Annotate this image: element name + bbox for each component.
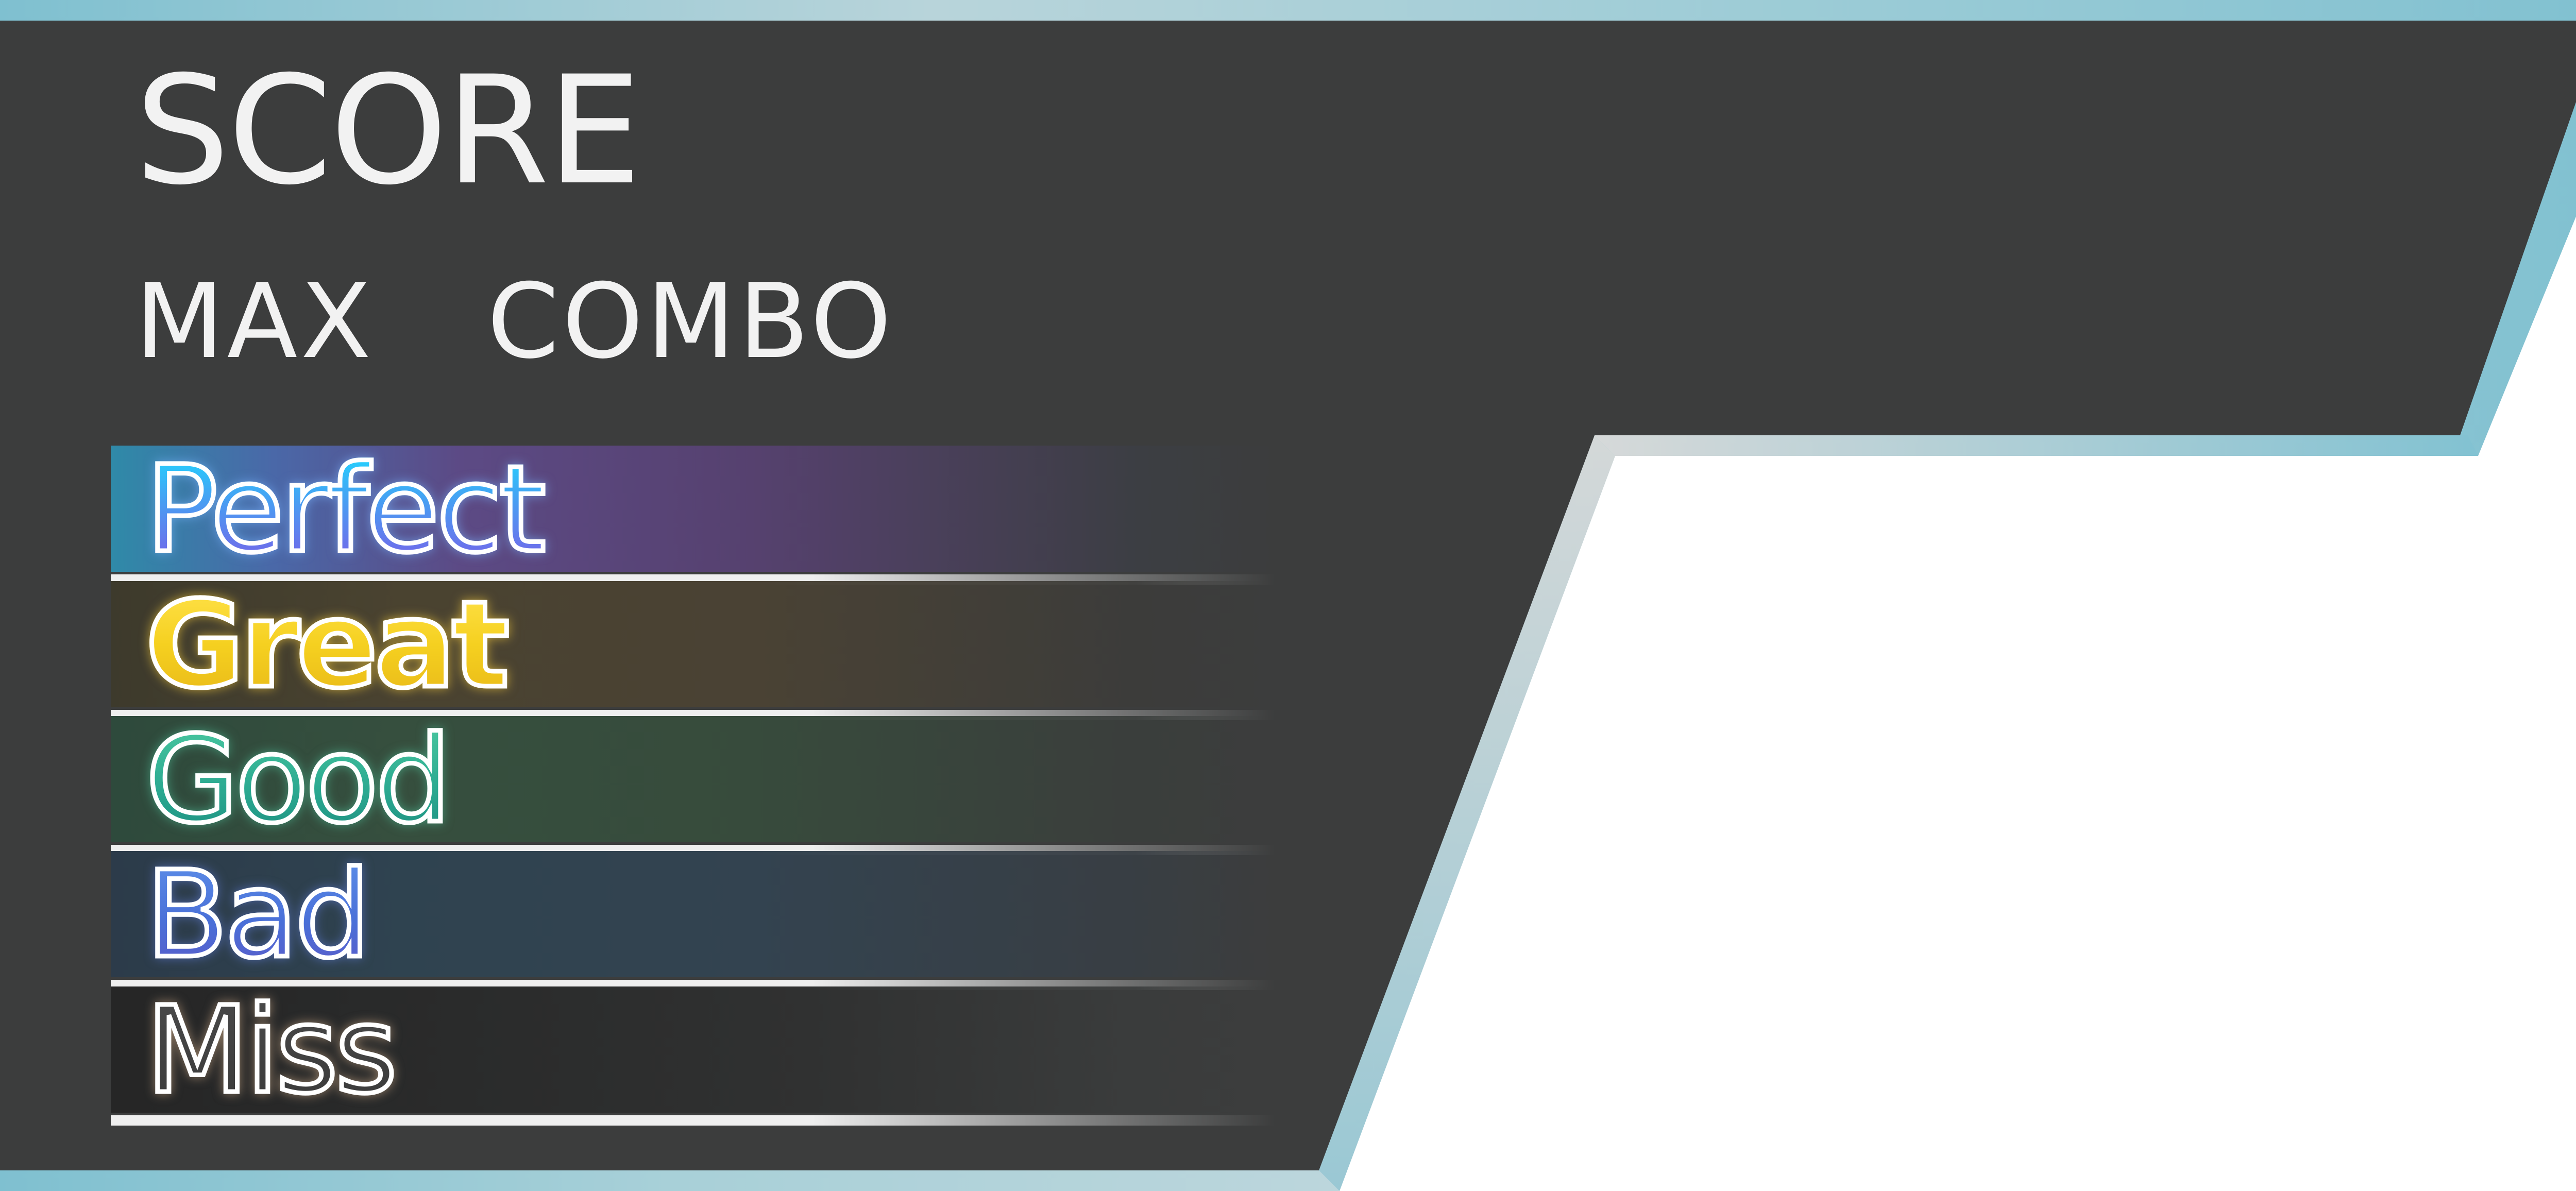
judgement-band	[111, 446, 1275, 572]
score-label: SCORE	[135, 44, 642, 218]
judgement-label-bad: Bad	[144, 845, 374, 984]
frame-step-edge	[1595, 435, 2478, 456]
judgement-band	[111, 716, 1275, 842]
judgement-label-miss: Miss	[143, 981, 399, 1120]
max-combo-label: MAX COMBO	[135, 262, 895, 382]
judgement-label-good: Good	[144, 710, 454, 849]
judgement-band	[111, 581, 1275, 707]
judgement-band	[111, 851, 1275, 977]
frame-slant-edge	[1319, 435, 1615, 1191]
judgement-label-perfect: Perfect	[144, 440, 549, 579]
judgement-band	[111, 986, 1275, 1113]
judgement-divider	[111, 1115, 1275, 1126]
judgement-label-great: Great	[144, 575, 512, 714]
frame-bottom-edge	[0, 1170, 1340, 1191]
